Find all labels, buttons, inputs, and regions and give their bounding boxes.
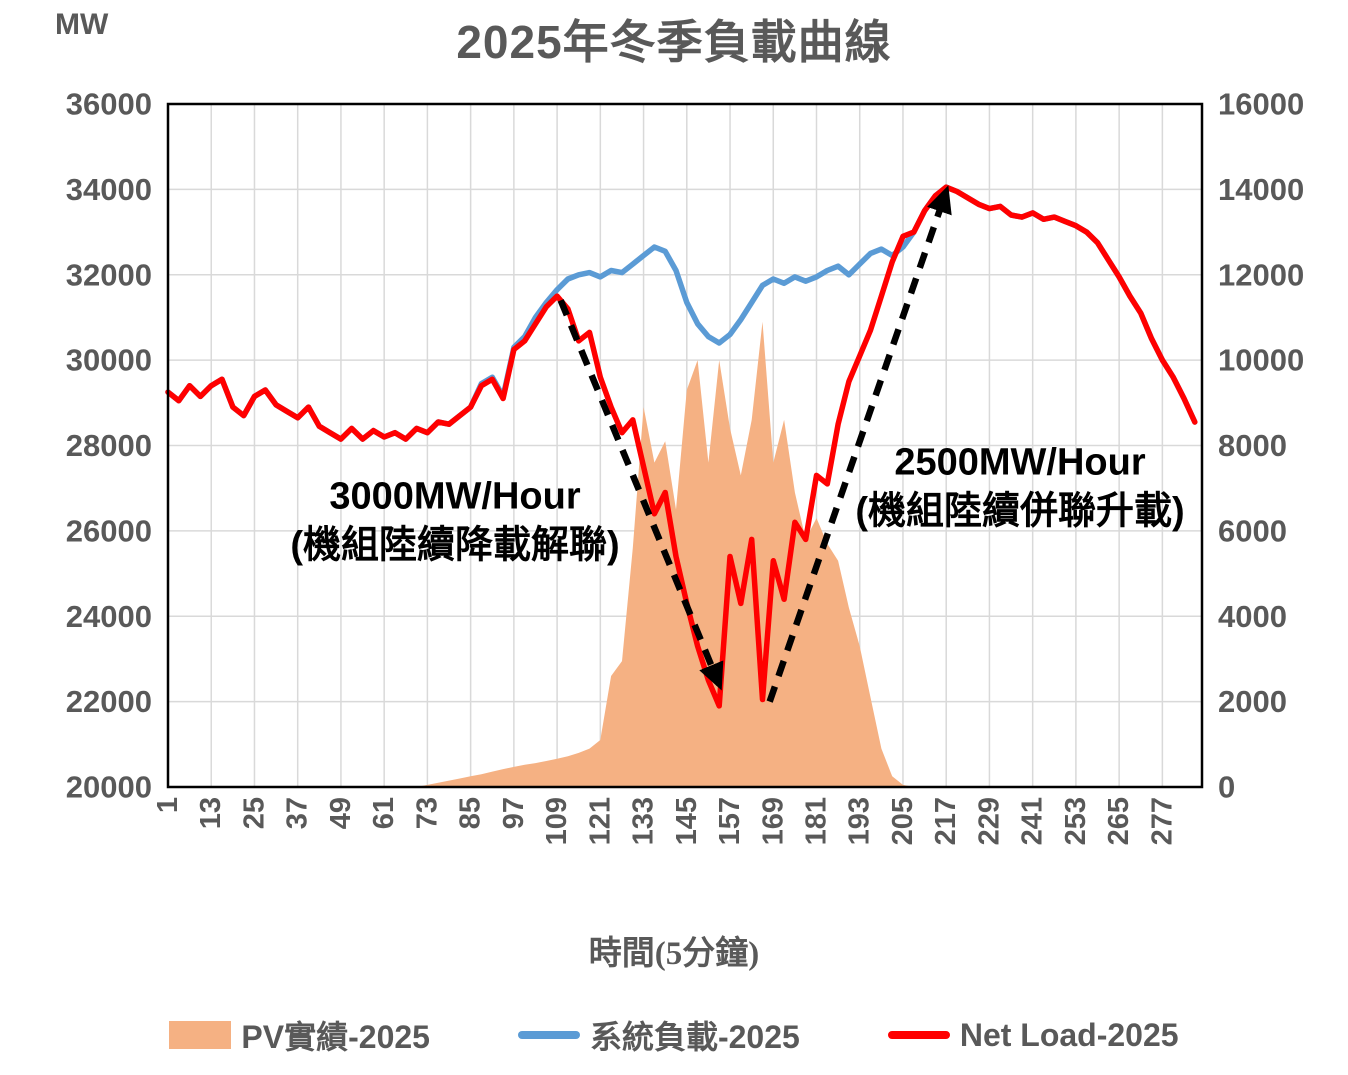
ramp-down-annotation: 3000MW/Hour (機組陸續降載解聯) [290,472,619,569]
x-tick-label: 73 [411,797,443,829]
y-right-tick-label: 2000 [1218,684,1287,719]
ramp-up-rate: 2500MW/Hour [894,441,1146,484]
plot-border [166,102,1204,789]
ramp-down-rate: 3000MW/Hour [329,475,581,518]
legend-item-net-load: Net Load-2025 [887,1016,1179,1054]
y-right-tick-label: 6000 [1218,513,1287,548]
net-load-line-series [165,184,1198,709]
chart-title: 2025年冬季負載曲線 [456,16,892,68]
x-tick-label: 25 [238,797,270,829]
x-tick-label: 277 [1146,797,1178,845]
x-tick-label: 121 [584,797,616,845]
y-left-tick-label: 22000 [66,684,152,719]
x-tick-label: 265 [1103,797,1135,845]
x-tick-label: 109 [541,797,573,845]
x-tick-label: 61 [368,797,400,829]
net-load-line-swatch [887,1031,950,1039]
x-tick-label: 241 [1017,797,1049,845]
x-tick-label: 253 [1060,797,1092,845]
y-left-tick-label: 28000 [66,428,152,463]
left-axis-unit-label: MW [55,8,109,41]
x-tick-label: 13 [195,797,227,829]
y-right-tick-label: 10000 [1218,343,1304,378]
x-tick-label: 169 [757,797,789,845]
x-tick-label: 145 [671,797,703,845]
y-left-tick-label: 26000 [66,513,152,548]
x-tick-label: 157 [714,797,746,845]
legend-label-net-load: Net Load-2025 [959,1016,1179,1053]
legend-item-system-load: 系統負載-2025 [517,1012,800,1058]
legend-item-pv: PV實績-2025 [169,1012,430,1058]
ramp-up-arrow [766,185,952,703]
x-tick-label: 37 [282,797,314,829]
x-tick-label: 133 [628,797,660,845]
x-tick-label: 1 [152,797,184,813]
system-load-line-series [165,184,1198,442]
y-left-tick-label: 20000 [66,770,152,805]
x-tick-label: 229 [973,797,1005,845]
x-tick-label: 193 [844,797,876,845]
y-left-tick-label: 34000 [66,172,152,207]
y-right-tick-label: 12000 [1218,257,1304,292]
ramp-up-annotation: 2500MW/Hour (機組陸續併聯升載) [855,438,1184,535]
y-left-tick-label: 30000 [66,343,152,378]
y-left-tick-label: 24000 [66,599,152,634]
x-tick-label: 205 [887,797,919,845]
y-right-tick-label: 8000 [1218,428,1287,463]
ramp-down-note: (機組陸續降載解聯) [290,524,620,566]
system-load-line-swatch [517,1031,580,1039]
legend-label-pv: PV實績-2025 [241,1019,430,1055]
x-tick-label: 181 [801,797,833,845]
pv-area-swatch [169,1021,232,1049]
y-left-tick-label: 36000 [66,87,152,122]
y-right-tick-label: 16000 [1218,87,1304,122]
x-axis-title: 時間(5分鐘) [588,936,760,972]
ramp-down-arrow [557,299,724,691]
y-right-tick-label: 14000 [1218,172,1304,207]
y-right-tick-label: 4000 [1218,599,1287,634]
ramp-up-note: (機組陸續併聯升載) [855,490,1185,532]
x-tick-label: 85 [455,797,487,829]
legend: PV實績-2025 系統負載-2025 Net Load-2025 [0,1012,1348,1058]
pv-area-series [168,321,1195,787]
x-tick-label: 49 [325,797,357,829]
y-right-tick-label: 0 [1218,770,1235,805]
legend-label-system-load: 系統負載-2025 [589,1019,800,1055]
x-tick-label: 217 [930,797,962,845]
x-tick-label: 97 [498,797,530,829]
y-left-tick-label: 32000 [66,257,152,292]
